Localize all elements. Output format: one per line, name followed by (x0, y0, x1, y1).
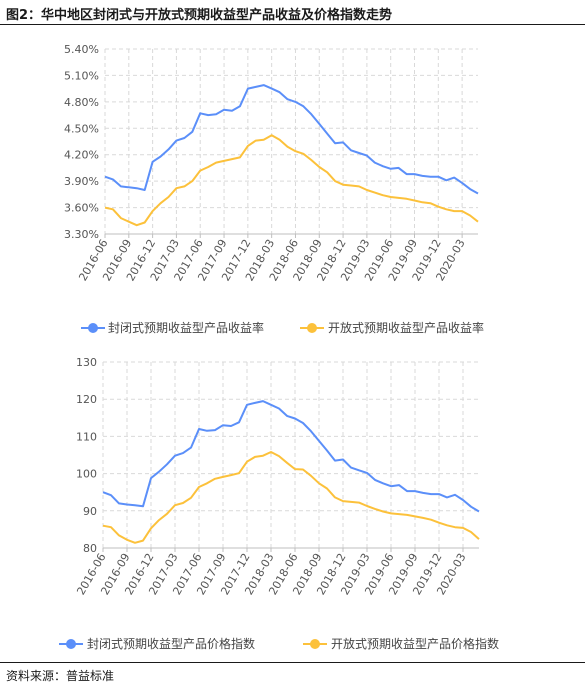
y-tick-label: 4.80% (64, 96, 99, 109)
legend-item-open: 开放式预期收益型产品收益率 (300, 320, 484, 335)
legend-marker (307, 323, 317, 333)
y-tick-label: 5.40% (64, 43, 99, 56)
y-tick-label: 100 (76, 468, 97, 481)
y-tick-label: 4.50% (64, 122, 99, 135)
series-line-closed (104, 84, 479, 195)
price-index-chart: 80 90 100 110 120 130 2016-06 2016-09 2016-12 201… (0, 346, 585, 662)
legend-item-closed: 封闭式预期收益型产品价格指数 (59, 636, 255, 651)
y-tick-label: 3.90% (64, 175, 99, 188)
legend-marker (66, 639, 76, 649)
source-note: 资料来源：普益标准 (6, 669, 115, 683)
y-tick-label: 90 (83, 505, 97, 518)
y-tick-label: 4.20% (64, 149, 99, 162)
y-tick-label: 120 (76, 393, 97, 406)
bottom-rule (0, 662, 585, 663)
series-line-open (104, 134, 479, 227)
y-tick-label: 3.60% (64, 202, 99, 215)
y-tick-label: 130 (76, 356, 97, 369)
series-line-open (102, 451, 480, 544)
legend-item-open: 开放式预期收益型产品价格指数 (303, 636, 499, 651)
y-tick-label: 110 (76, 430, 97, 443)
top-rule (0, 24, 585, 25)
legend-label: 封闭式预期收益型产品收益率 (108, 320, 264, 335)
figure-title: 图2：华中地区封闭式与开放式预期收益型产品收益及价格指数走势 (6, 8, 393, 23)
legend-label: 开放式预期收益型产品价格指数 (331, 636, 499, 651)
legend-item-closed: 封闭式预期收益型产品收益率 (81, 320, 264, 335)
yield-chart-svg: 3.30% 3.60% 3.90% 4.20% 4.50% 4.80% 5.10% 5.40%… (64, 43, 484, 335)
series-line-closed (102, 400, 480, 513)
legend-label: 开放式预期收益型产品收益率 (328, 320, 484, 335)
price-index-chart-svg: 80901001101201302016-062016-092016-12201… (59, 356, 499, 651)
y-tick-label: 80 (83, 542, 97, 555)
y-tick-label: 5.10% (64, 69, 99, 82)
y-tick-label: 3.30% (64, 228, 99, 241)
legend-marker (88, 323, 98, 333)
yield-chart: 3.30% 3.60% 3.90% 4.20% 4.50% 4.80% 5.10% 5.40%… (0, 26, 585, 346)
legend-marker (310, 639, 320, 649)
legend-label: 封闭式预期收益型产品价格指数 (87, 636, 255, 651)
